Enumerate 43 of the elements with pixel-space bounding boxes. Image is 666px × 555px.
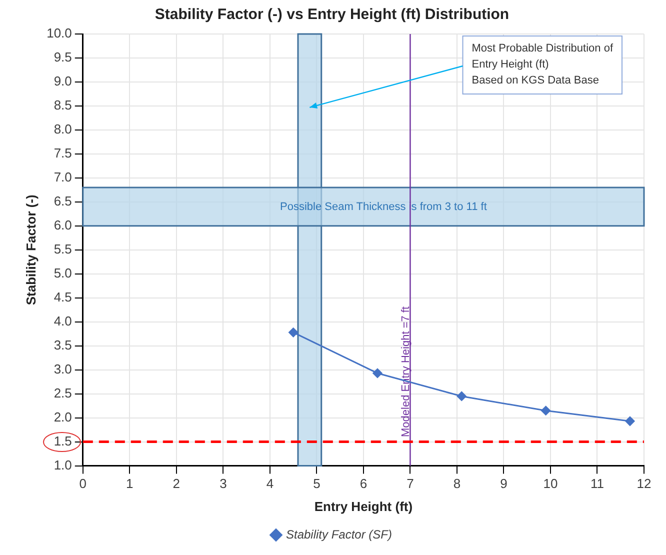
x-tick-label: 8 [453,476,461,492]
y-tick-label: 4.5 [54,289,72,304]
y-tick-label: 7.5 [54,146,72,161]
chart-title: Stability Factor (-) vs Entry Height (ft) Distribution [154,6,510,24]
y-tick-label: 5.0 [54,265,72,280]
y-tick-label: 5.5 [54,241,72,256]
x-tick-label: 6 [360,476,368,492]
point [541,406,551,416]
x-tick-label: 7 [406,476,414,492]
y-tick-label: 3.0 [54,361,72,376]
x-tick-label: 2 [172,476,180,492]
y-tick-label: 7.0 [54,170,72,185]
y-tick-label: 6.5 [54,194,72,208]
x-tick-label: 0 [79,476,87,492]
y-tick-label: 10.0 [46,26,72,41]
y-tick-label: 6.0 [54,217,72,232]
y-axis-title: Stability Factor (-) [23,194,38,306]
x-axis-title: Entry Height (ft) [314,498,413,514]
legend-label: Stability Factor (SF) [286,527,392,542]
point [372,368,382,378]
annotation: Most Probable Distribution of Entry Height (ft) Based on KGS Data Base [472,42,614,87]
y-tick-label: 8.0 [54,122,72,137]
y-tick-label: 9.5 [54,50,72,65]
x-tick-label: 3 [220,476,227,492]
x-tick-label: 12 [636,476,652,492]
y-tick-label: 2.0 [54,409,72,424]
point [625,416,635,426]
y-tick-label: 8.5 [54,98,72,113]
x-tick-label: 5 [313,476,320,492]
y-tick-label: 1.5 [54,433,72,448]
ref-line-label: Modeled Entry Height =7 ft [400,306,412,438]
x-tick-label: 10 [543,476,558,492]
y-tick-label: 2.5 [54,385,72,400]
y-tick-label: 4.0 [54,313,72,328]
x-tick-label: 4 [266,476,274,492]
y-tick-label: 3.5 [54,337,72,352]
y-tick-label: 9.0 [54,74,72,89]
point [456,391,466,401]
y-tick-label: 1.0 [54,457,72,472]
point [288,328,298,338]
x-tick-label: 9 [500,476,508,492]
x-tick-label: 1 [126,476,134,492]
x-tick-label: 11 [590,476,604,492]
